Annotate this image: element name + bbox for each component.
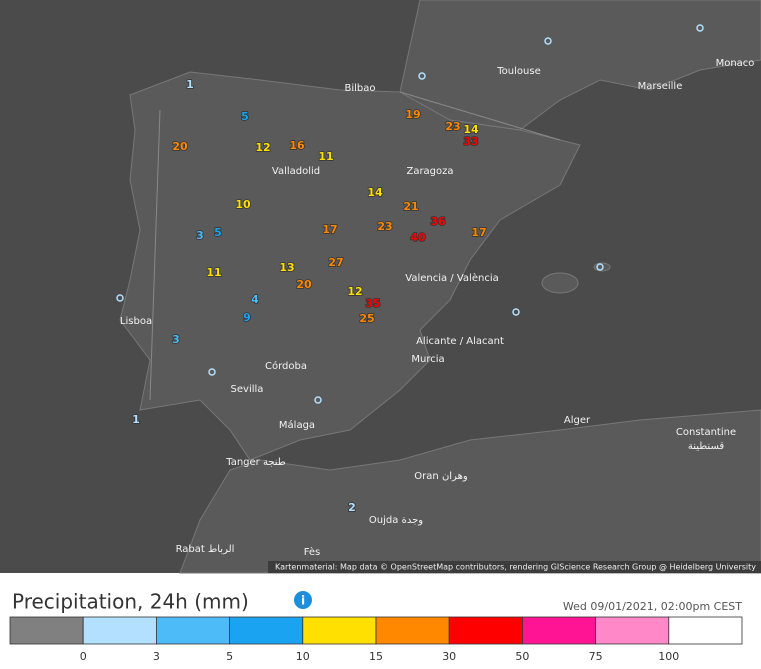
city-label: Alger [564, 415, 591, 426]
station-value: 11 [206, 266, 221, 279]
legend-swatch [595, 616, 670, 645]
legend-tick-label: 30 [442, 650, 456, 663]
station-value: 2 [348, 501, 356, 514]
legend-tick-label: 0 [80, 650, 87, 663]
station-value: 13 [279, 261, 294, 274]
station-value: 14 [367, 186, 383, 199]
legend-swatch [229, 616, 304, 645]
city-label: Oran وهران [414, 471, 468, 482]
station-value: 20 [172, 140, 188, 153]
station-zero [116, 294, 124, 302]
station-value: 19 [405, 108, 420, 121]
city-label: Alicante / Alacant [416, 336, 504, 347]
attribution-bg [268, 561, 761, 573]
legend-tick-label: 15 [369, 650, 383, 663]
legend-swatch [522, 616, 597, 645]
border [149, 109, 161, 401]
legend-swatch [448, 616, 523, 645]
city-label: Bilbao [344, 83, 375, 94]
legend-swatch [302, 616, 377, 645]
legend-swatch [82, 616, 157, 645]
city-label: Zaragoza [406, 166, 453, 177]
legend-tick-label: 3 [153, 650, 160, 663]
station-value: 12 [255, 141, 270, 154]
station-zero [544, 37, 552, 45]
station-value: 20 [296, 278, 312, 291]
station-value: 21 [403, 200, 418, 213]
station-zero [418, 72, 426, 80]
legend-tick-label: 10 [296, 650, 310, 663]
city-label: Tanger طنجة [225, 457, 286, 468]
legend-title: Precipitation, 24h (mm) [12, 590, 249, 614]
legend-tick-label: 50 [515, 650, 529, 663]
station-value: 1 [186, 78, 194, 91]
station-value: 27 [328, 256, 343, 269]
city-label: Lisboa [120, 316, 152, 327]
city-label: Murcia [411, 354, 444, 365]
station-value: 5 [241, 110, 249, 123]
africa-land [179, 409, 761, 574]
city-label: Sevilla [231, 384, 264, 395]
city-label: Monaco [716, 58, 755, 69]
city-label: Constantine [676, 427, 736, 438]
station-value: 17 [471, 226, 486, 239]
station-value: 5 [214, 226, 222, 239]
station-value: 33 [463, 135, 478, 148]
city-label: قسنطينة [688, 441, 725, 452]
station-value: 10 [235, 198, 251, 211]
station-value: 1 [132, 413, 140, 426]
city-label: Toulouse [496, 66, 540, 77]
timestamp: Wed 09/01/2021, 02:00pm CEST [563, 600, 742, 613]
station-zero [314, 396, 322, 404]
station-zero [208, 368, 216, 376]
city-label: Valladolid [272, 166, 320, 177]
legend-swatch [155, 616, 230, 645]
station-value: 14 [463, 123, 479, 136]
attribution: Kartenmaterial: Map data © OpenStreetMap… [275, 563, 756, 572]
station-value: 40 [410, 231, 426, 244]
station-value: 3 [196, 229, 204, 242]
station-value: 35 [365, 297, 380, 310]
station-value: 9 [243, 311, 251, 324]
legend-swatch [9, 616, 84, 645]
city-label: Rabat الرباط [176, 544, 235, 555]
legend-tick-label: 5 [226, 650, 233, 663]
city-label: Málaga [279, 419, 315, 431]
city-label: Córdoba [265, 360, 307, 372]
info-icon[interactable] [294, 591, 312, 609]
station-value: 23 [377, 220, 392, 233]
legend-swatch [668, 616, 743, 645]
station-zero [512, 308, 520, 316]
station-value: 25 [359, 312, 374, 325]
city-label: Fès [304, 546, 321, 558]
station-value: 23 [445, 120, 460, 133]
legend-tick-label: 100 [658, 650, 679, 663]
station-value: 4 [251, 293, 259, 306]
station-value: 36 [430, 215, 446, 228]
station-value: 11 [318, 150, 333, 163]
station-zero [596, 263, 604, 271]
station-value: 3 [172, 333, 180, 346]
city-label: Oujda وجدة [369, 515, 423, 526]
legend-swatch [375, 616, 450, 645]
city-label: Valencia / València [405, 272, 498, 284]
mallorca [541, 272, 579, 294]
city-label: Marseille [638, 81, 683, 92]
station-value: 12 [347, 285, 362, 298]
station-value: 17 [322, 223, 337, 236]
info-icon-glyph[interactable]: i [301, 594, 305, 608]
legend-tick-label: 75 [589, 650, 603, 663]
station-value: 16 [289, 139, 305, 152]
station-zero [696, 24, 704, 32]
france-land [399, 0, 761, 131]
border [399, 91, 561, 141]
